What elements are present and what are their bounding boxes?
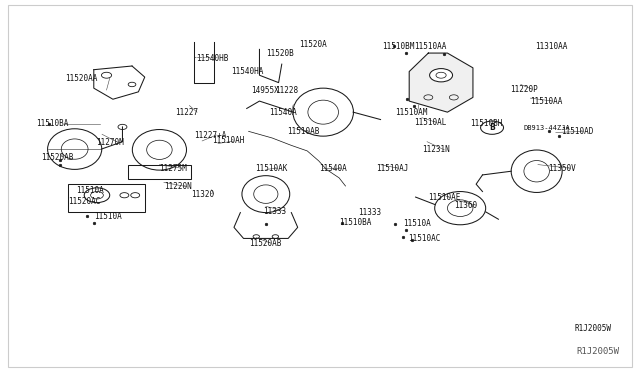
Text: 11520AB: 11520AB: [248, 239, 281, 248]
Text: 11350V: 11350V: [548, 164, 576, 173]
Text: 11540HA: 11540HA: [231, 67, 263, 76]
Bar: [68, 184, 145, 212]
Text: R1J2005W: R1J2005W: [575, 324, 612, 333]
Text: R1J2005W: R1J2005W: [577, 347, 620, 356]
Text: 11510AJ: 11510AJ: [376, 164, 408, 173]
Text: 11510AE: 11510AE: [428, 193, 461, 202]
Text: 11231N: 11231N: [422, 145, 450, 154]
Text: 11510AD: 11510AD: [561, 127, 593, 136]
Text: 11510A: 11510A: [94, 212, 122, 221]
Text: 11520A: 11520A: [300, 41, 327, 49]
Text: 11510A: 11510A: [77, 186, 104, 195]
Text: 11540A: 11540A: [269, 108, 297, 117]
Text: 11520AC: 11520AC: [68, 197, 100, 206]
Text: 11510BA: 11510BA: [339, 218, 371, 227]
Text: 11510AL: 11510AL: [414, 118, 447, 127]
Text: 11510AM: 11510AM: [395, 108, 428, 118]
Text: 11510AH: 11510AH: [212, 137, 244, 145]
Circle shape: [429, 68, 452, 82]
Text: 11228: 11228: [275, 86, 298, 95]
Text: 11227: 11227: [175, 108, 198, 117]
Text: 11510A: 11510A: [403, 219, 431, 228]
Text: 11540HB: 11540HB: [196, 54, 228, 63]
Text: 11227+A: 11227+A: [194, 131, 226, 140]
Text: 11320: 11320: [191, 190, 214, 199]
Text: 14955X: 14955X: [251, 86, 279, 95]
Text: 11510AC: 11510AC: [408, 234, 440, 243]
Text: 11510BA: 11510BA: [36, 119, 69, 128]
Text: 11333: 11333: [262, 206, 286, 216]
Text: 11310AA: 11310AA: [536, 42, 568, 51]
Text: 11520AA: 11520AA: [65, 74, 97, 83]
Text: 11510AK: 11510AK: [255, 164, 287, 173]
Text: 11360: 11360: [454, 201, 477, 210]
Text: 11510AA: 11510AA: [414, 42, 447, 51]
Polygon shape: [409, 53, 473, 112]
Text: 11270M: 11270M: [96, 138, 124, 147]
Text: 11333: 11333: [358, 208, 381, 217]
Text: DB913-44ZJA: DB913-44ZJA: [524, 125, 571, 131]
Text: 11275M: 11275M: [159, 164, 187, 173]
Text: 11220P: 11220P: [510, 85, 538, 94]
Text: 11510AB: 11510AB: [287, 127, 319, 136]
Text: 11220N: 11220N: [164, 182, 192, 191]
Text: 11510BH: 11510BH: [470, 119, 503, 128]
Text: 11510AA: 11510AA: [531, 97, 563, 106]
Text: 11540A: 11540A: [319, 164, 346, 173]
Text: 11520AB: 11520AB: [41, 153, 73, 162]
Bar: [127, 164, 191, 179]
Text: 11510BM: 11510BM: [383, 42, 415, 51]
Text: B: B: [489, 123, 495, 132]
Text: 11520B: 11520B: [266, 49, 294, 58]
